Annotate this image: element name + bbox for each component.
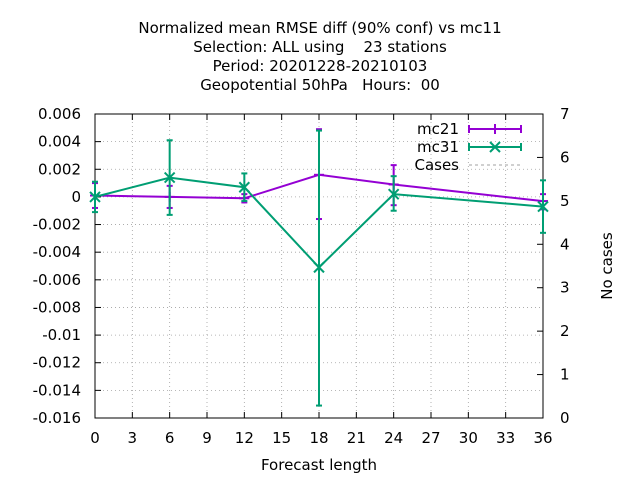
title-line: Period: 20201228-20210103 [213,57,428,75]
series-line [94,173,544,203]
legend-label: Cases [414,156,459,174]
data-point [89,191,101,203]
y-tick-label: 0.004 [38,133,81,151]
x-tick-label: 21 [347,429,366,447]
series [89,128,549,407]
title-line: Normalized mean RMSE diff (90% conf) vs … [138,19,501,37]
y2-tick-label: 7 [560,105,570,123]
x-tick-label: 3 [128,429,138,447]
y2-tick-label: 3 [560,279,570,297]
y2-tick-label: 2 [560,322,570,340]
legend-label: mc31 [417,138,459,156]
title-line: Selection: ALL using 23 stations [193,38,447,56]
x-tick-label: 15 [272,429,291,447]
legend-label: mc21 [417,120,459,138]
x-tick-label: 9 [202,429,212,447]
y-tick-label: 0.002 [38,160,81,178]
series-line [94,176,544,269]
y-tick-label: -0.014 [33,381,81,399]
chart-title: Normalized mean RMSE diff (90% conf) vs … [138,19,501,94]
y-tick-label: -0.012 [33,354,81,372]
x-tick-label: 0 [90,429,100,447]
y-tick-label: 0 [71,188,81,206]
y-tick-label: -0.004 [33,243,81,261]
y-tick-label: -0.002 [33,216,81,234]
data-point [537,200,549,213]
y-tick-label: -0.01 [42,326,81,344]
x-tick-label: 36 [533,429,552,447]
y2-tick-label: 4 [560,235,570,253]
y-tick-label: 0.006 [38,105,81,123]
y2-tick-label: 1 [560,366,570,384]
x-tick-label: 24 [384,429,403,447]
data-point [163,171,176,184]
series-mc31 [89,129,549,407]
legend-marker [489,141,501,153]
y2-tick-label: 5 [560,192,570,210]
x-tick-label: 6 [165,429,175,447]
x-tick-label: 30 [459,429,478,447]
y-tick-label: -0.008 [33,298,81,316]
x-tick-label: 33 [496,429,515,447]
x-tick-label: 12 [235,429,254,447]
x-tick-label: 18 [309,429,328,447]
legend-marker [490,124,500,134]
data-point [238,181,251,193]
y-tick-label: -0.016 [33,409,81,427]
y2-tick-label: 6 [560,148,570,166]
y-tick-label: -0.006 [33,271,81,289]
x-axis-label: Forecast length [261,456,377,474]
data-point [387,188,400,200]
data-point [313,261,325,274]
y2-axis-label: No cases [598,232,616,300]
y2-tick-label: 0 [560,409,570,427]
axis-ticks: 0 3 6 9 12 15 18 21 24 27 30 33 360.0060.0040.0020-0… [33,105,570,447]
x-tick-label: 27 [421,429,440,447]
title-line: Geopotential 50hPa Hours: 00 [200,76,440,94]
